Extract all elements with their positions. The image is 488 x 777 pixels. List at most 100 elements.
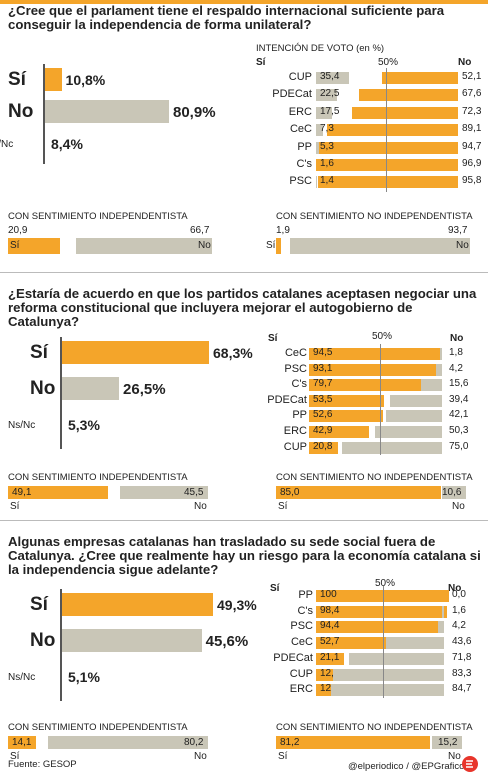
party-midline [386, 68, 387, 192]
overall-category-label: No [30, 378, 56, 399]
party-name: PP [297, 140, 312, 153]
nonindep-no-value: 15,2 [438, 737, 458, 748]
party-no-value: 39,4 [449, 393, 469, 405]
party-si-value: 52,6 [313, 409, 333, 421]
source-note: Fuente: GESOP [8, 759, 77, 770]
party-no-bar [319, 141, 458, 154]
nonindep-no-word: No [448, 751, 461, 762]
nonindep-no-bar [432, 736, 462, 749]
party-si-value: 52,7 [320, 636, 340, 648]
party-name: C's [291, 378, 307, 391]
party-midline-label: 50% [375, 578, 396, 589]
party-si-bar [309, 348, 442, 360]
party-no-value: 52,1 [462, 71, 482, 82]
indep-si-value: 14,1 [12, 737, 32, 748]
party-si-value: 53,5 [313, 393, 333, 405]
party-name: ERC [289, 683, 313, 696]
party-si-bar [309, 394, 385, 407]
party-no-value: 42,1 [449, 409, 469, 421]
party-si-value: 5,3 [320, 140, 334, 152]
party-name: C's [296, 158, 312, 170]
party-no-bar [333, 668, 444, 681]
overall-value-label: 5,1% [68, 669, 100, 685]
party-no-bar [436, 363, 442, 376]
party-no-bar [348, 652, 444, 665]
party-no-value: 84,7 [452, 683, 472, 695]
party-no-value: 43,6 [452, 636, 472, 648]
party-head-si: Sí [270, 583, 280, 594]
overall-value-label: 8,4% [51, 136, 83, 152]
party-si-bar [316, 106, 333, 119]
party-head-si: Sí [268, 333, 278, 344]
nonindep-title: CON SENTIMIENTO NO INDEPENDENTISTA [276, 211, 473, 222]
party-si-value: 17,5 [320, 105, 340, 117]
party-no-value: 94,7 [462, 140, 482, 152]
party-name: CeC [289, 123, 312, 136]
party-name: CeC [290, 636, 313, 649]
q3-title: Algunas empresas catalanas han trasladad… [8, 534, 481, 578]
nonindep-no-value: 10,6 [442, 487, 462, 498]
party-si-bar [316, 89, 337, 102]
indep-title: CON SENTIMIENTO INDEPENDENTISTA [8, 722, 188, 733]
party-name: ERC [288, 105, 312, 118]
indep-si-word: Sí [10, 751, 20, 762]
party-no-bar [439, 348, 442, 360]
party-no-bar [317, 176, 458, 189]
overall-value-label: 49,3% [217, 597, 257, 613]
nonindep-no-word: No [452, 501, 465, 512]
party-si-value: 12,4 [320, 683, 340, 695]
party-no-bar [381, 72, 458, 84]
party-no-value: 71,8 [452, 651, 472, 663]
party-no-value: 95,8 [462, 175, 482, 187]
party-si-bar [316, 176, 318, 189]
party-si-value: 35,4 [320, 71, 340, 82]
overall-category-label: Ns/Nc [0, 139, 14, 150]
party-si-value: 1,4 [320, 175, 334, 187]
overall-axis [43, 64, 45, 164]
party-name: PDECat [273, 651, 313, 664]
party-name: CeC [284, 347, 307, 359]
party-head-no: No [458, 57, 472, 68]
overall-value-label: 45,6% [205, 633, 249, 650]
overall-bar [62, 593, 213, 616]
section-divider [0, 520, 488, 521]
party-no-value: 4,2 [452, 620, 466, 632]
party-si-bar [316, 590, 449, 602]
party-name: CUP [289, 667, 313, 680]
section-divider [0, 272, 488, 273]
party-head-no: No [450, 333, 464, 344]
party-name: ERC [283, 425, 307, 437]
indep-si-value: 49,1 [12, 487, 32, 498]
party-si-value: 93,1 [313, 362, 333, 374]
party-midline-label: 50% [378, 57, 399, 68]
indep-si-word: Sí [10, 501, 20, 512]
party-no-value: 67,6 [462, 88, 482, 100]
party-si-bar [309, 379, 422, 392]
overall-category-label: Ns/Nc [8, 420, 36, 431]
indep-no-bar [76, 238, 212, 254]
overall-category-label: No [30, 630, 56, 651]
nonindep-si-bar [276, 486, 441, 499]
indep-si-bar [8, 238, 60, 254]
indep-si-value: 20,9 [8, 225, 28, 236]
overall-bar [62, 341, 209, 364]
overall-category-label: Sí [8, 69, 26, 90]
party-si-value: 98,4 [320, 604, 340, 616]
indep-no-value: 66,7 [190, 225, 210, 236]
party-si-value: 79,7 [313, 378, 333, 390]
party-no-value: 83,3 [452, 667, 472, 679]
party-no-bar [421, 379, 442, 392]
indep-no-value: 45,5 [184, 487, 204, 498]
party-no-value: 89,1 [462, 123, 482, 135]
overall-value-label: 26,5% [123, 381, 166, 398]
indep-no-word: No [198, 240, 211, 251]
party-si-value: 20,8 [313, 440, 333, 452]
top-rule [0, 0, 488, 4]
overall-bar [62, 377, 120, 400]
indep-si-bar [8, 736, 36, 749]
party-midline [383, 586, 384, 698]
party-name: PP [292, 409, 307, 422]
party-no-bar [441, 605, 444, 618]
nonindep-si-word: Sí [266, 240, 276, 251]
indep-no-word: No [194, 501, 207, 512]
